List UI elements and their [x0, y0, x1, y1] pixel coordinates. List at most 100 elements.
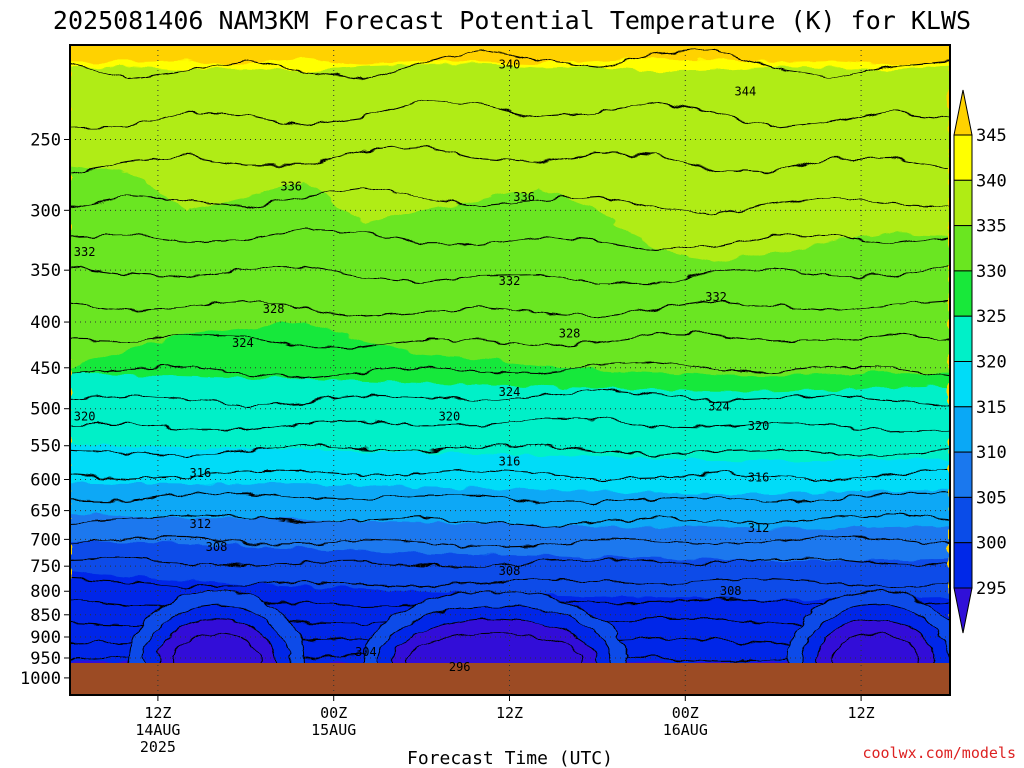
colorbar-swatch — [953, 315, 973, 363]
contour-label: 332 — [499, 274, 521, 288]
colorbar-label: 315 — [976, 398, 1007, 418]
contour-label: 320 — [748, 419, 770, 433]
colorbar-swatch — [953, 496, 973, 544]
colorbar-arrow-top — [953, 89, 973, 136]
isotherm-line — [70, 361, 950, 379]
isotherm-line — [70, 417, 950, 432]
colorbar-swatch — [953, 270, 973, 317]
x-axis-label: Forecast Time (UTC) — [407, 748, 613, 768]
colorbar-arrow-bottom — [953, 587, 973, 634]
x-tick-label: 16AUG — [663, 721, 708, 739]
isotherm-line — [70, 578, 950, 588]
isotherm-line — [70, 389, 950, 407]
isotherm-line — [70, 332, 950, 348]
contour-labels: 340 344 336 336 332 332 332 328 328 324 324 324 320 3… — [74, 57, 770, 674]
colorbar-swatch — [953, 361, 973, 408]
contour-label: 332 — [705, 290, 727, 304]
cold-pool — [172, 632, 261, 665]
colorbar: 295 300 305 310 315 320 325 330 335 340 345 — [953, 89, 1007, 634]
colorbar-label: 310 — [976, 443, 1007, 463]
isotherm-line — [70, 265, 950, 285]
y-tick-label: 300 — [30, 201, 61, 221]
contour-label: 332 — [74, 245, 96, 259]
y-tick-label: 700 — [30, 530, 61, 550]
y-tick-label: 600 — [30, 471, 61, 491]
contour-label: 324 — [499, 385, 521, 399]
contour-label: 324 — [708, 399, 730, 413]
isotherm-line — [70, 300, 950, 318]
grid-lines — [70, 45, 950, 695]
y-tick-label: 650 — [30, 502, 61, 522]
isotherm-line — [70, 536, 950, 548]
low-level-cold-pools — [128, 590, 950, 665]
x-tick-label: 2025 — [140, 738, 176, 756]
y-tick-label: 850 — [30, 606, 61, 626]
colorbar-swatch — [953, 406, 973, 453]
isotherm-line — [70, 187, 950, 215]
contour-label: 308 — [720, 584, 742, 598]
contour-label: 340 — [499, 57, 521, 71]
isotherm-line — [70, 514, 950, 527]
y-tick-label: 450 — [30, 359, 61, 379]
colorbar-label: 340 — [976, 171, 1007, 191]
colorbar-swatch — [953, 134, 973, 181]
contour-label: 320 — [439, 409, 461, 423]
colorbar-label: 330 — [976, 262, 1007, 282]
y-tick-label: 800 — [30, 582, 61, 602]
y-tick-label: 950 — [30, 649, 61, 669]
colorbar-label: 345 — [976, 126, 1007, 146]
y-tick-label: 400 — [30, 313, 61, 333]
y-tick-label: 550 — [30, 437, 61, 457]
x-tick-label: 12Z — [848, 704, 875, 722]
contour-label: 308 — [206, 540, 228, 554]
x-tick-label: 00Z — [672, 704, 699, 722]
colorbar-swatch — [953, 451, 973, 498]
plot-area: 340 344 336 336 332 332 332 328 328 324 324 324 320 3… — [69, 44, 951, 696]
contour-label: 320 — [74, 409, 96, 423]
colorbar-label: 335 — [976, 217, 1007, 237]
contour-label: 312 — [190, 517, 212, 531]
colorbar-swatch — [953, 225, 973, 272]
x-tick-label: 14AUG — [135, 721, 180, 739]
isotherm-line — [70, 145, 950, 174]
cold-pool — [831, 632, 921, 665]
credit-text: coolwx.com/models — [862, 744, 1016, 762]
y-tick-label: 250 — [30, 131, 61, 151]
x-tick-label: 15AUG — [311, 721, 356, 739]
colorbar-label: 305 — [976, 488, 1007, 508]
chart-title: 2025081406 NAM3KM Forecast Potential Tem… — [53, 6, 971, 35]
y-tick-label: 750 — [30, 557, 61, 577]
isotherm-line — [70, 491, 950, 504]
x-tick-label: 00Z — [320, 704, 347, 722]
x-tick-label: 12Z — [496, 704, 523, 722]
contour-label: 308 — [499, 564, 521, 578]
contour-label: 328 — [559, 327, 581, 341]
colorbar-label: 325 — [976, 307, 1007, 327]
y-tick-label: 500 — [30, 400, 61, 420]
colorbar-label: 300 — [976, 534, 1007, 554]
y-axis: 2503003504004505005506006507007508008509… — [20, 131, 70, 689]
cold-pool — [406, 632, 584, 665]
y-tick-label: 350 — [30, 261, 61, 281]
y-tick-label: 1000 — [20, 669, 61, 689]
contour-label: 296 — [449, 660, 471, 674]
contour-label: 324 — [232, 336, 254, 350]
colorbar-swatch — [953, 179, 973, 227]
contour-label: 328 — [263, 302, 285, 316]
contour-label: 336 — [280, 179, 302, 193]
contour-label: 344 — [735, 85, 757, 99]
contour-label: 316 — [190, 466, 212, 480]
colorbar-swatch — [953, 542, 973, 589]
x-tick-label: 12Z — [144, 704, 171, 722]
colorbar-label: 320 — [976, 353, 1007, 373]
isotherm-line — [70, 48, 950, 80]
y-tick-label: 900 — [30, 628, 61, 648]
contour-label: 336 — [513, 190, 535, 204]
contour-label: 316 — [748, 471, 770, 485]
contour-label: 312 — [748, 521, 770, 535]
contour-label: 316 — [499, 455, 521, 469]
isotherm-line — [70, 557, 950, 568]
colorbar-label: 295 — [976, 579, 1007, 599]
